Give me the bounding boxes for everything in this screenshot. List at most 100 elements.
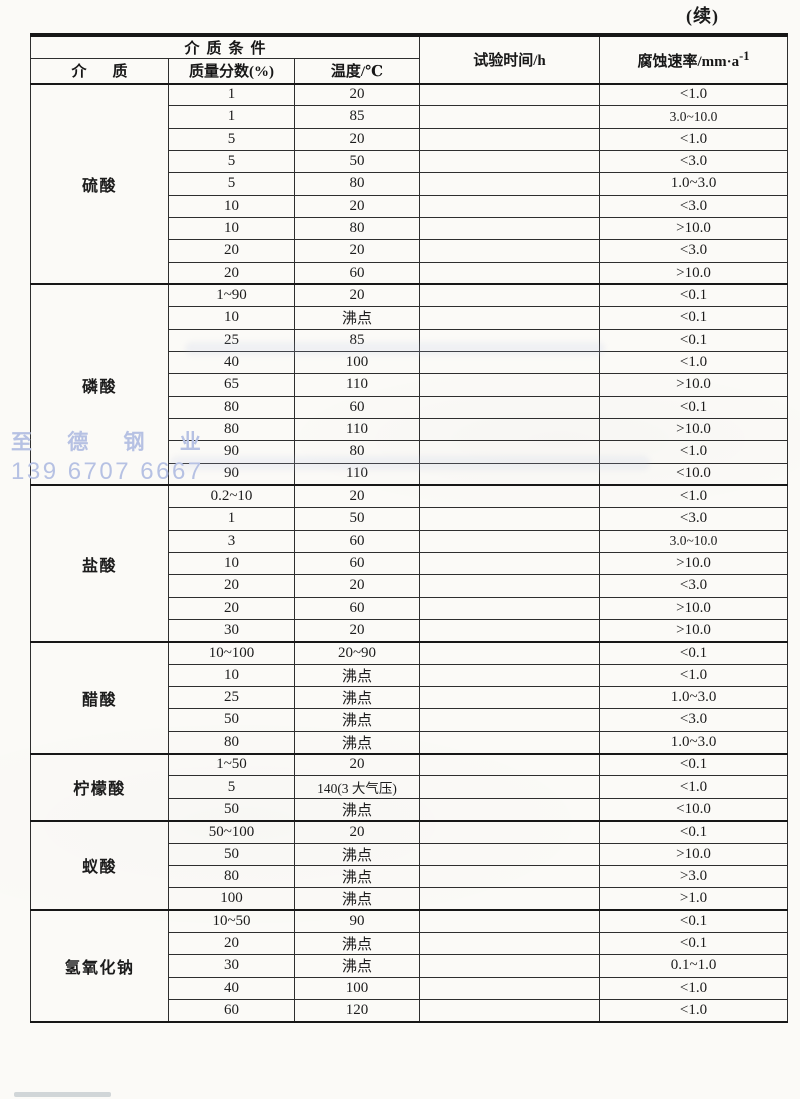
mass-fraction-cell: 10 [168, 663, 295, 687]
temperature-cell: 60 [293, 529, 421, 553]
test-time-cell [419, 797, 601, 822]
temperature-cell: 沸点 [293, 842, 421, 866]
header-test-time: 试验时间/h [419, 34, 601, 84]
temperature-cell: 120 [293, 998, 421, 1023]
table-row: 30 沸点 0.1~1.0 [31, 954, 789, 978]
corrosion-rate-cell: >10.0 [599, 261, 789, 285]
test-time-cell [419, 976, 601, 1000]
mass-fraction-cell: 30 [168, 954, 295, 978]
mass-fraction-cell: 10~100 [168, 640, 295, 665]
corrosion-rate-cell: <1.0 [599, 82, 789, 107]
mass-fraction-cell: 30 [168, 618, 295, 643]
temperature-cell: 沸点 [293, 708, 421, 732]
temperature-cell: 100 [293, 976, 421, 1000]
test-time-cell [419, 596, 601, 620]
temperature-cell: 110 [293, 417, 421, 442]
corrosion-rate-cell: >1.0 [599, 887, 789, 911]
table-row: 20 沸点 <0.1 [31, 931, 789, 956]
corrosion-rate-cell: >10.0 [599, 417, 789, 442]
mass-fraction-cell: 60 [168, 998, 295, 1023]
mass-fraction-cell: 50~100 [168, 819, 295, 844]
header-medium: 介质 [30, 58, 169, 85]
corrosion-rate-cell: <1.0 [599, 775, 789, 799]
temperature-cell: 沸点 [293, 931, 421, 956]
table-row: 50 沸点 >10.0 [31, 842, 789, 866]
temperature-cell: 20 [293, 819, 421, 844]
mass-fraction-cell: 20 [168, 239, 295, 263]
corrosion-rate-cell: <3.0 [599, 708, 789, 732]
header-media-condition: 介质条件 [29, 34, 421, 59]
mass-fraction-cell: 40 [168, 976, 295, 1000]
test-time-cell [419, 842, 601, 866]
temperature-cell: 100 [293, 350, 421, 375]
table-row: 1 85 3.0~10.0 [31, 105, 789, 129]
mass-fraction-cell: 10 [168, 194, 295, 218]
corrosion-rate-cell: <1.0 [599, 663, 789, 687]
temperature-cell: 20 [293, 127, 421, 151]
temperature-cell: 20 [293, 752, 421, 777]
corrosion-rate-cell: >10.0 [599, 618, 789, 643]
table-body: 硫酸 1 20 <1.0 1 85 3.0~10.0 5 20 <1.0 5 50 <3.0 5 80 1.0… [30, 82, 789, 1023]
temperature-cell: 沸点 [293, 797, 421, 822]
corrosion-rate-cell: <1.0 [599, 484, 789, 509]
corrosion-rate-cell: >10.0 [599, 216, 789, 241]
corrosion-rate-cell: >10.0 [599, 373, 789, 397]
continuation-marker: (续) [686, 6, 719, 26]
corrosion-rate-cell: <0.1 [599, 819, 789, 844]
test-time-cell [419, 752, 601, 777]
corrosion-rate-cell: <1.0 [599, 350, 789, 375]
corrosion-rate-label: 腐蚀速率/mm·a [637, 53, 740, 70]
temperature-cell: 沸点 [293, 864, 421, 889]
mass-fraction-cell: 10 [168, 551, 295, 576]
corrosion-rate-cell: >10.0 [599, 551, 789, 576]
table-row: 磷酸 1~90 20 <0.1 [30, 283, 789, 486]
medium-cell: 醋酸 [30, 640, 169, 755]
table-row: 10 60 >10.0 [31, 551, 789, 576]
temperature-cell: 20 [293, 574, 421, 598]
corrosion-rate-cell: <10.0 [599, 797, 789, 822]
mass-fraction-cell: 80 [168, 395, 295, 419]
mass-fraction-cell: 90 [168, 440, 295, 464]
table-row: 20 20 <3.0 [31, 574, 789, 598]
mass-fraction-cell: 50 [168, 842, 295, 866]
temperature-cell: 沸点 [293, 685, 421, 710]
corrosion-rate-cell: <0.1 [599, 306, 789, 330]
temperature-cell: 60 [293, 596, 421, 620]
temperature-cell: 140(3 大气压) [293, 775, 421, 799]
test-time-cell [419, 685, 601, 710]
test-time-cell [419, 931, 601, 956]
test-time-cell [419, 373, 601, 397]
mass-fraction-cell: 1~90 [168, 283, 295, 308]
test-time-cell [419, 194, 601, 218]
test-time-cell [419, 440, 601, 464]
temperature-cell: 沸点 [293, 954, 421, 978]
corrosion-rate-cell: <1.0 [599, 127, 789, 151]
table-row: 5 140(3 大气压) <1.0 [31, 775, 789, 799]
temperature-cell: 20 [293, 82, 421, 107]
corrosion-rate-cell: 3.0~10.0 [599, 529, 789, 553]
mass-fraction-cell: 5 [168, 172, 295, 196]
temperature-cell: 85 [293, 328, 421, 352]
temperature-cell: 沸点 [293, 730, 421, 755]
temperature-cell: 110 [293, 462, 421, 486]
table-row: 10 80 >10.0 [31, 216, 789, 241]
test-time-cell [419, 82, 601, 107]
table-header: 介质条件 试验时间/h 腐蚀速率/mm·a-1 介质 质量分数(%) 温度/℃ [29, 34, 789, 85]
table-row: 100 沸点 >1.0 [31, 887, 789, 911]
test-time-cell [419, 618, 601, 643]
mass-fraction-cell: 1 [168, 105, 295, 129]
mass-fraction-cell: 20 [168, 931, 295, 956]
corrosion-rate-cell: <1.0 [599, 998, 789, 1023]
table-row: 50 沸点 <3.0 [31, 708, 789, 732]
temperature-cell: 20 [293, 618, 421, 643]
table-row: 65 110 >10.0 [31, 373, 789, 397]
corrosion-rate-cell: 3.0~10.0 [599, 105, 789, 129]
corrosion-rate-cell: <3.0 [599, 239, 789, 263]
test-time-cell [419, 395, 601, 419]
temperature-cell: 110 [293, 373, 421, 397]
medium-cell: 盐酸 [30, 484, 169, 643]
test-time-cell [419, 775, 601, 799]
mass-fraction-cell: 80 [168, 730, 295, 755]
table-row: 5 80 1.0~3.0 [31, 172, 789, 196]
